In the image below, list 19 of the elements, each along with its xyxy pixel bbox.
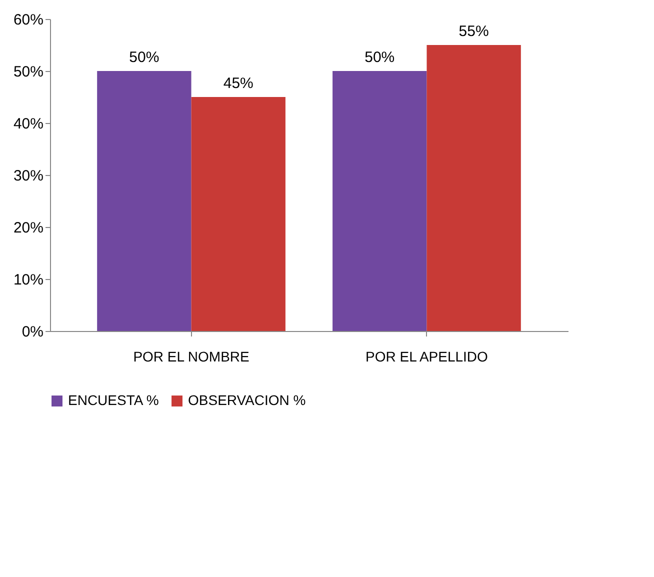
data-label: 55% [458, 23, 489, 40]
data-label: 50% [364, 49, 395, 66]
y-tick-label: 0% [22, 324, 44, 340]
bar [332, 71, 427, 331]
y-tick-label: 30% [13, 168, 44, 184]
legend-label: OBSERVACION % [188, 392, 306, 408]
y-tick-label: 40% [13, 116, 44, 132]
data-label: 50% [129, 49, 160, 66]
y-tick-label: 60% [13, 12, 44, 28]
legend-label: ENCUESTA % [68, 392, 159, 408]
bar [97, 71, 192, 331]
bar [191, 97, 286, 331]
y-tick-label: 10% [13, 272, 44, 288]
y-tick-label: 50% [13, 64, 44, 80]
data-label: 45% [223, 75, 254, 92]
x-tick-label: POR EL APELLIDO [366, 348, 488, 364]
x-tick-label: POR EL NOMBRE [133, 348, 250, 364]
bar [426, 45, 521, 331]
y-tick-label: 20% [13, 220, 44, 236]
